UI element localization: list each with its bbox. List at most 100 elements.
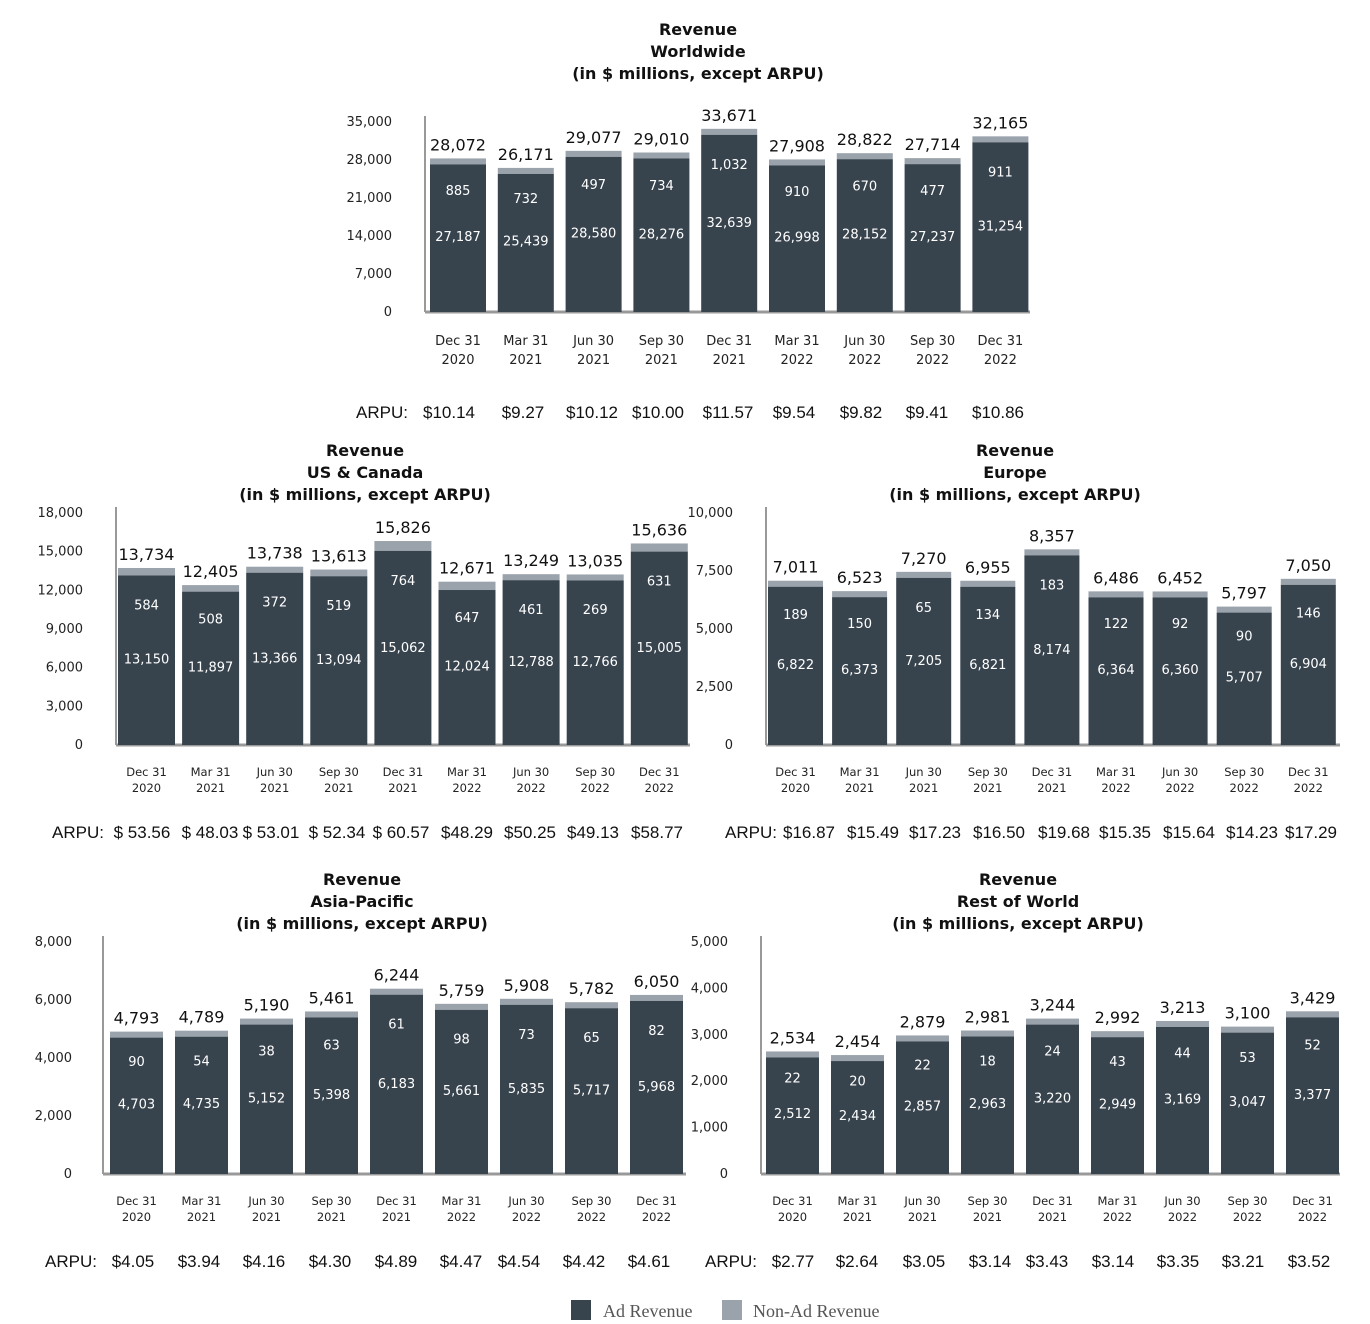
bar-non-ad — [832, 591, 888, 598]
bar-non-ad — [305, 1011, 358, 1018]
x-tick-label: Jun 30 — [507, 1194, 544, 1208]
x-tick-label: 2022 — [1168, 1210, 1197, 1224]
ad-value-label: 4,735 — [183, 1097, 220, 1112]
ad-value-label: 8,174 — [1033, 643, 1070, 658]
bar-ad — [1088, 597, 1144, 745]
arpu-value: $17.29 — [1285, 823, 1337, 842]
bar-non-ad — [766, 1051, 819, 1058]
y-tick-label: 12,000 — [38, 583, 84, 598]
non-ad-value-label: 508 — [198, 612, 223, 627]
x-tick-label: Jun 30 — [1161, 765, 1198, 779]
total-value-label: 6,050 — [634, 972, 680, 991]
x-tick-label: 2021 — [973, 1210, 1002, 1224]
x-tick-label: Mar 31 — [442, 1194, 482, 1208]
ad-value-label: 6,821 — [969, 658, 1006, 673]
x-tick-label: Jun 30 — [512, 765, 549, 779]
bar-non-ad — [633, 152, 690, 159]
ad-value-label: 6,822 — [777, 658, 814, 673]
x-tick-label: Sep 30 — [910, 334, 955, 349]
bar-non-ad — [435, 1003, 488, 1010]
bar-ad — [1026, 1024, 1079, 1174]
bar-ad — [566, 580, 624, 745]
bar-non-ad — [896, 571, 952, 578]
chart-europe: Revenue Europe (in $ millions, except ARPU… — [688, 441, 1340, 842]
bar-non-ad — [118, 567, 175, 576]
total-value-label: 15,636 — [631, 520, 687, 539]
x-tick-label: 2020 — [122, 1210, 151, 1224]
bar-ad — [896, 577, 952, 745]
bar-non-ad — [497, 167, 554, 174]
total-value-label: 4,789 — [179, 1008, 225, 1027]
y-tick-label: 0 — [384, 305, 392, 320]
ad-value-label: 2,949 — [1099, 1097, 1136, 1112]
ad-value-label: 12,766 — [572, 655, 618, 670]
bar-ad — [497, 173, 554, 312]
non-ad-value-label: 647 — [455, 611, 480, 626]
x-tick-label: Sep 30 — [575, 765, 615, 779]
arpu-value: $ 53.56 — [114, 823, 171, 842]
bar-ad — [1024, 555, 1080, 745]
non-ad-value-label: 73 — [518, 1028, 535, 1043]
ad-value-label: 3,377 — [1294, 1088, 1331, 1103]
bar-non-ad — [836, 153, 893, 160]
non-ad-value-label: 910 — [785, 185, 810, 200]
total-value-label: 6,486 — [1093, 568, 1139, 587]
non-ad-value-label: 269 — [583, 603, 608, 618]
non-ad-value-label: 764 — [390, 574, 415, 589]
arpu-label: ARPU: — [52, 823, 104, 842]
x-tick-label: Jun 30 — [1163, 1194, 1200, 1208]
total-value-label: 13,249 — [503, 551, 559, 570]
bar-ad — [1280, 584, 1336, 745]
y-tick-label: 3,000 — [691, 1028, 728, 1043]
x-tick-label: 2021 — [908, 1210, 937, 1224]
chart-title-line: Rest of World — [957, 892, 1079, 911]
bar-ad — [960, 586, 1016, 745]
bar-ad — [500, 1004, 553, 1174]
non-ad-value-label: 38 — [258, 1044, 275, 1059]
bar-ad — [374, 550, 432, 745]
chart-title-line: Revenue — [979, 870, 1057, 889]
bar-ad — [182, 591, 240, 745]
total-value-label: 33,671 — [701, 106, 757, 125]
x-tick-label: Sep 30 — [639, 334, 684, 349]
total-value-label: 2,454 — [835, 1032, 881, 1051]
x-tick-label: Jun 30 — [572, 334, 614, 349]
x-tick-label: 2021 — [324, 781, 353, 795]
total-value-label: 5,797 — [1221, 584, 1267, 603]
total-value-label: 6,244 — [374, 966, 420, 985]
arpu-value: $14.23 — [1226, 823, 1278, 842]
y-tick-label: 4,000 — [691, 981, 728, 996]
bar-ad — [1091, 1037, 1144, 1174]
x-tick-label: 2021 — [382, 1210, 411, 1224]
bar-non-ad — [1156, 1020, 1209, 1027]
y-tick-label: 9,000 — [46, 622, 83, 637]
bar-non-ad — [246, 566, 304, 573]
x-tick-label: Dec 31 — [1288, 765, 1329, 779]
bar-non-ad — [961, 1030, 1014, 1037]
chart-title-line: (in $ millions, except ARPU) — [892, 914, 1144, 933]
ad-value-label: 7,205 — [905, 654, 942, 669]
arpu-value: $9.27 — [502, 403, 545, 422]
non-ad-value-label: 497 — [581, 178, 606, 193]
ad-value-label: 12,024 — [444, 660, 490, 675]
x-tick-label: Dec 31 — [1032, 1194, 1073, 1208]
arpu-value: $15.49 — [847, 823, 899, 842]
y-tick-label: 5,000 — [691, 935, 728, 950]
non-ad-value-label: 63 — [323, 1039, 340, 1054]
bar-ad — [904, 164, 961, 312]
bar-ad — [832, 597, 888, 745]
chart-title-line: Europe — [983, 463, 1047, 482]
bar-non-ad — [310, 569, 368, 577]
total-value-label: 28,822 — [837, 130, 893, 149]
arpu-value: $11.57 — [703, 403, 754, 422]
arpu-value: $49.13 — [567, 823, 619, 842]
ad-value-label: 13,366 — [252, 651, 298, 666]
arpu-value: $9.41 — [906, 403, 949, 422]
chart-title-line: (in $ millions, except ARPU) — [889, 485, 1141, 504]
chart-us-canada: Revenue US & Canada (in $ millions, except… — [38, 441, 690, 842]
ad-value-label: 5,661 — [443, 1084, 480, 1099]
total-value-label: 3,429 — [1290, 988, 1336, 1007]
y-tick-label: 4,000 — [35, 1051, 72, 1066]
x-tick-label: 2022 — [780, 353, 813, 368]
total-value-label: 26,171 — [498, 145, 554, 164]
